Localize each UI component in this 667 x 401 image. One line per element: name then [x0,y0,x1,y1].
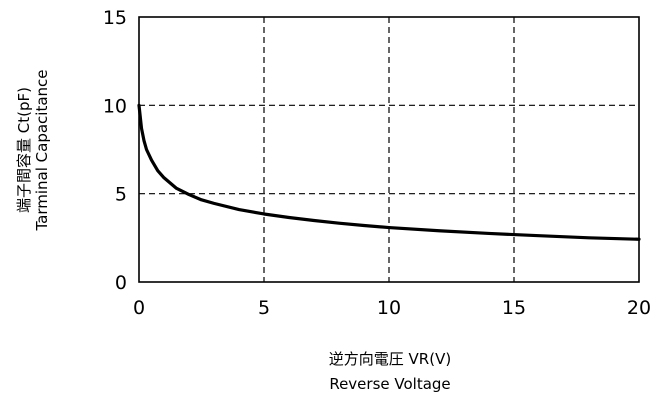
series-layer [137,103,641,241]
x-tick-labels: 0 5 10 15 20 [133,297,651,319]
y-tick-label-5: 5 [115,184,127,206]
y-tick-label-10: 10 [103,95,127,117]
x-tick-label-0: 0 [133,297,145,319]
y-tick-labels: 0 5 10 15 [103,7,127,294]
y-tick-label-15: 15 [103,7,127,29]
series-line-0 [137,103,641,241]
grid-lines [139,17,639,282]
x-tick-label-20: 20 [627,297,651,319]
x-tick-label-15: 15 [502,297,526,319]
x-tick-label-10: 10 [377,297,401,319]
x-axis-label-line1: 逆方向電圧 VR(V) [329,350,451,368]
y-tick-label-0: 0 [115,272,127,294]
x-axis-label-line2: Reverse Voltage [329,375,450,393]
y-axis-label-line2: Tarminal Capacitance [33,69,51,231]
plot-frame [138,16,640,283]
x-tick-label-5: 5 [258,297,270,319]
y-axis-label-line1: 端子間容量 Ct(pF) [15,87,33,213]
